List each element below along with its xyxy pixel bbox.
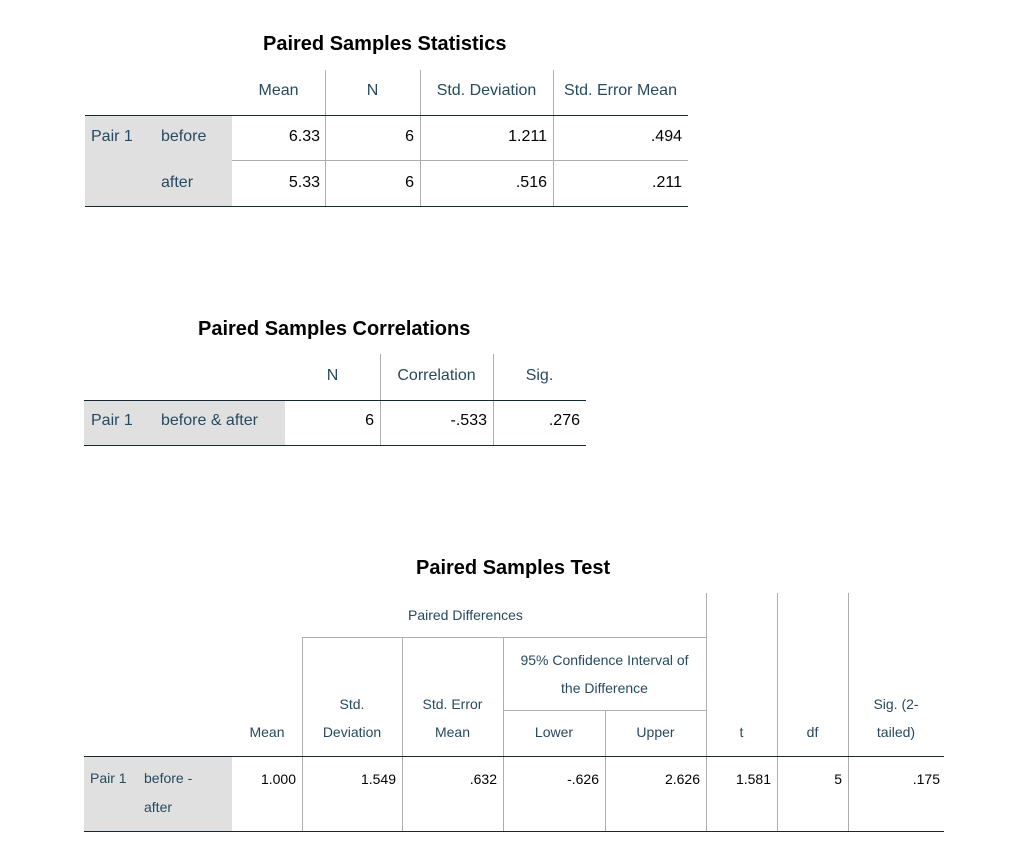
- grid-line: [302, 637, 706, 638]
- grid-line: [503, 638, 504, 831]
- grid-line: [85, 115, 688, 116]
- correlations-title: Paired Samples Correlations: [198, 318, 471, 340]
- stats-before-se: .494: [650, 128, 682, 145]
- stats-after-n: 6: [405, 174, 414, 191]
- test-sig-value: .175: [912, 771, 940, 787]
- corr-correlation-value: -.533: [450, 412, 487, 429]
- stats-before-n: 6: [405, 128, 414, 145]
- test-col-sd-line2: Deviation: [322, 724, 382, 740]
- test-df-value: 5: [834, 771, 842, 787]
- grid-line: [84, 400, 586, 401]
- test-sd-value: 1.549: [360, 771, 396, 787]
- test-row-header-shade: [84, 757, 232, 831]
- grid-line: [84, 831, 944, 832]
- test-title: Paired Samples Test: [416, 557, 611, 579]
- corr-n-value: 6: [365, 412, 374, 429]
- stats-col-mean: Mean: [258, 82, 299, 99]
- stats-after-mean: 5.33: [288, 174, 320, 191]
- ci-header-line1: 95% Confidence Interval of: [520, 652, 689, 668]
- grid-line: [420, 70, 421, 207]
- corr-col-sig: Sig.: [525, 367, 554, 384]
- grid-line: [325, 70, 326, 207]
- test-mean-value: 1.000: [260, 771, 296, 787]
- stats-pair-label: Pair 1: [91, 128, 133, 145]
- test-lower-value: -.626: [567, 771, 599, 787]
- corr-sig-value: .276: [548, 412, 580, 429]
- grid-line: [402, 638, 403, 831]
- corr-pair-label: Pair 1: [91, 412, 133, 429]
- corr-col-correlation: Correlation: [397, 367, 476, 384]
- grid-line: [84, 445, 586, 446]
- grid-line: [380, 354, 381, 445]
- test-col-t: t: [739, 724, 744, 740]
- corr-col-n: N: [326, 367, 339, 384]
- test-col-mean: Mean: [249, 724, 285, 740]
- test-col-sig-line2: tailed): [876, 724, 916, 740]
- stats-col-n: N: [366, 82, 379, 99]
- paired-differences-header: Paired Differences: [408, 607, 523, 623]
- test-t-value: 1.581: [735, 771, 771, 787]
- grid-line: [503, 710, 706, 711]
- grid-line: [706, 593, 707, 831]
- test-row-label-line1: before -: [144, 770, 193, 786]
- grid-line: [553, 70, 554, 207]
- grid-line: [777, 593, 778, 831]
- grid-line: [848, 593, 849, 831]
- test-col-se-line1: Std. Error: [422, 696, 483, 712]
- test-se-value: .632: [469, 771, 497, 787]
- corr-row-label: before & after: [161, 412, 258, 429]
- corr-row-header-shade: [84, 401, 285, 445]
- grid-line: [493, 354, 494, 445]
- grid-line: [605, 710, 606, 831]
- stats-before-mean: 6.33: [288, 128, 320, 145]
- stats-after-sd: .516: [515, 174, 547, 191]
- test-pair-label: Pair 1: [90, 770, 127, 786]
- statistics-title: Paired Samples Statistics: [263, 33, 507, 55]
- test-col-upper: Upper: [636, 724, 675, 740]
- test-row-label-line2: after: [144, 799, 173, 815]
- grid-line: [302, 638, 303, 831]
- ci-header-line2: the Difference: [561, 680, 648, 696]
- grid-line: [85, 206, 688, 207]
- test-upper-value: 2.626: [664, 771, 700, 787]
- grid-line: [232, 160, 688, 161]
- test-col-df: df: [806, 724, 819, 740]
- stats-row-label-before: before: [161, 128, 207, 145]
- stats-col-std-deviation: Std. Deviation: [436, 82, 537, 99]
- grid-line: [84, 756, 944, 757]
- test-col-sig-line1: Sig. (2-: [873, 696, 919, 712]
- stats-row-label-after: after: [161, 174, 194, 191]
- test-col-sd-line1: Std.: [339, 696, 365, 712]
- test-col-se-line2: Mean: [434, 724, 471, 740]
- test-col-lower: Lower: [534, 724, 574, 740]
- stats-before-sd: 1.211: [508, 128, 547, 145]
- stats-row-header-shade: [85, 116, 232, 207]
- stats-col-std-error-mean: Std. Error Mean: [564, 82, 677, 99]
- stats-after-se: .211: [652, 174, 682, 191]
